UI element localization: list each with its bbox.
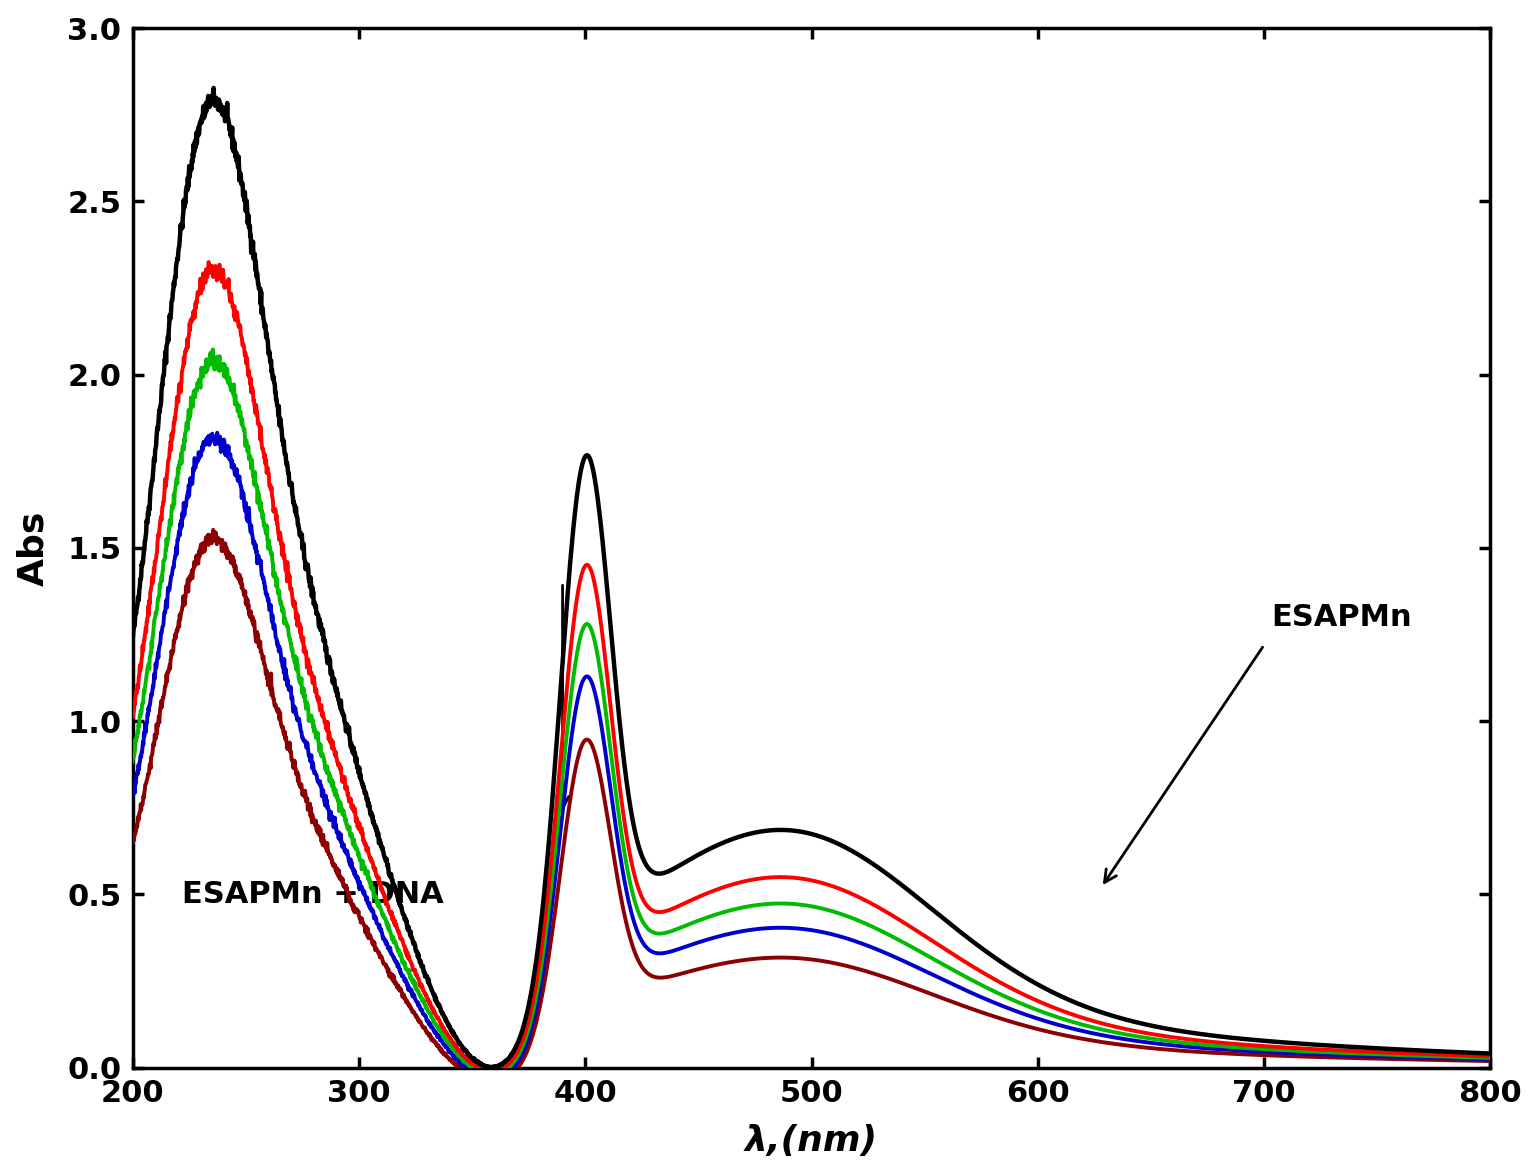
X-axis label: λ,(nm): λ,(nm) [745,1124,879,1159]
Y-axis label: Abs: Abs [17,510,51,585]
Text: ESAPMn: ESAPMn [1271,603,1411,632]
Text: ESAPMn + DNA: ESAPMn + DNA [182,880,445,908]
